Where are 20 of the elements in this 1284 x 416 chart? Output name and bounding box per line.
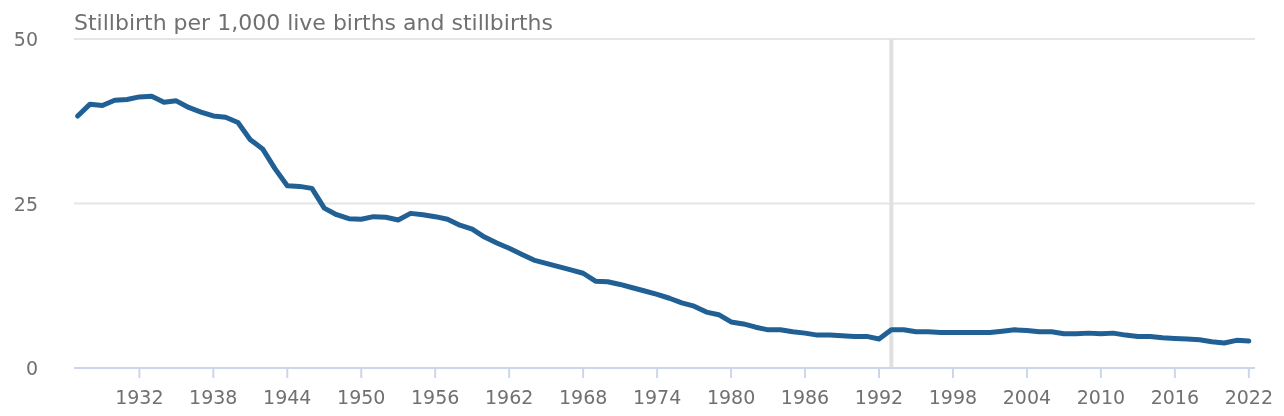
x-tick-label: 1986 xyxy=(780,386,830,408)
x-tick-label: 2016 xyxy=(1150,386,1200,408)
x-tick-label: 1980 xyxy=(706,386,756,408)
x-tick-label: 2004 xyxy=(1002,386,1052,408)
x-tick-label: 1962 xyxy=(484,386,534,408)
x-tick-label: 1992 xyxy=(854,386,904,408)
x-tick-label: 1968 xyxy=(558,386,608,408)
x-tick-label: 1944 xyxy=(263,386,312,408)
y-tick-label: 25 xyxy=(13,192,38,215)
x-tick-label: 2022 xyxy=(1224,386,1274,408)
x-tick-label: 1956 xyxy=(411,386,460,408)
x-tick-label: 1974 xyxy=(632,386,682,408)
x-tick-label: 1950 xyxy=(337,386,386,408)
x-tick-label: 2010 xyxy=(1076,386,1126,408)
x-tick-label: 1938 xyxy=(189,386,238,408)
y-tick-label: 0 xyxy=(25,357,38,379)
y-tick-label: 50 xyxy=(13,28,38,50)
x-tick-label: 1998 xyxy=(928,386,978,408)
x-tick-label: 1932 xyxy=(115,386,164,408)
chart-title: Stillbirth per 1,000 live births and stillbirths xyxy=(74,10,554,35)
